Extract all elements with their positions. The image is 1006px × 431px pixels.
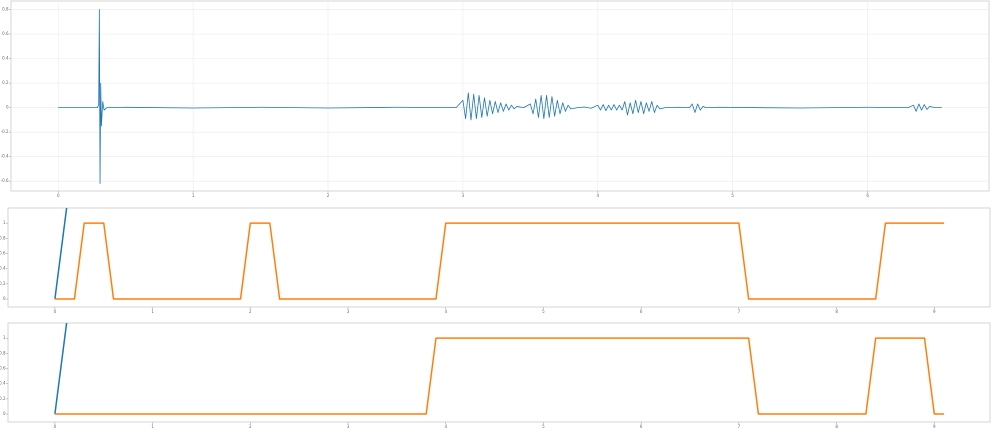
y-tick-label: -0.6 <box>1 178 9 183</box>
y-tick-label: 0.8 <box>0 350 6 355</box>
x-tick-label: 3 <box>347 309 350 314</box>
y-tick-label: -0.4 <box>1 154 9 159</box>
y-tick-label: 0.2 <box>2 80 9 85</box>
y-tick-label: -0.2 <box>1 129 9 134</box>
x-tick-label: 0 <box>57 193 60 198</box>
x-tick-label: 5 <box>542 424 545 429</box>
y-tick-label: 1 <box>3 220 6 225</box>
x-tick-label: 1 <box>192 193 195 198</box>
y-tick-label: 0.8 <box>0 235 6 240</box>
subplot: 0 1 2 3 4 5 6 -0.6 -0.4 -0.2 0 0.2 0.4 0.6 0.8 <box>1 0 990 198</box>
y-tick-label: 1 <box>3 335 6 340</box>
x-tick-label: 2 <box>249 424 252 429</box>
x-tick-label: 0 <box>54 424 57 429</box>
x-tick-label: 2 <box>327 193 330 198</box>
plot-frame <box>10 0 990 192</box>
y-tick-label: 0.4 <box>2 56 9 61</box>
x-tick-label: 4 <box>444 424 447 429</box>
x-tick-label: 2 <box>249 309 252 314</box>
x-tick-label: 5 <box>731 193 734 198</box>
y-tick-label: 0.8 <box>2 7 9 12</box>
y-tick-label: 0.2 <box>0 281 6 286</box>
x-tick-label: 1 <box>151 424 154 429</box>
y-tick-label: 0 <box>6 105 9 110</box>
x-tick-label: 7 <box>738 424 741 429</box>
series-line <box>54 323 68 415</box>
y-tick-label: 0 <box>3 411 6 416</box>
subplot: 0 1 2 3 4 5 6 7 8 9 0 0.2 0.4 0.6 0.8 1 <box>0 322 991 429</box>
y-tick-label: 0 <box>3 296 6 301</box>
x-tick-label: 4 <box>597 193 600 198</box>
x-tick-label: 3 <box>347 424 350 429</box>
x-tick-label: 9 <box>933 309 936 314</box>
x-tick-label: 4 <box>444 309 447 314</box>
y-tick-label: 0.6 <box>0 251 6 256</box>
x-tick-label: 7 <box>738 309 741 314</box>
x-tick-label: 8 <box>835 424 838 429</box>
x-tick-label: 6 <box>640 424 643 429</box>
x-tick-label: 8 <box>835 309 838 314</box>
x-tick-label: 1 <box>151 309 154 314</box>
plot-frame <box>7 322 991 423</box>
series-line <box>54 208 68 300</box>
x-tick-label: 0 <box>54 309 57 314</box>
y-tick-label: 0.6 <box>0 366 6 371</box>
y-tick-label: 0.4 <box>0 381 6 386</box>
series-line <box>54 337 945 415</box>
x-tick-label: 5 <box>542 309 545 314</box>
y-tick-label: 0.4 <box>0 266 6 271</box>
x-tick-label: 6 <box>640 309 643 314</box>
x-tick-label: 6 <box>866 193 869 198</box>
series-line <box>54 222 945 300</box>
subplot: 0 1 2 3 4 5 6 7 8 9 0 0.2 0.4 0.6 0.8 1 <box>0 207 991 314</box>
x-tick-label: 3 <box>462 193 465 198</box>
y-tick-label: 0.2 <box>0 396 6 401</box>
x-tick-label: 9 <box>933 424 936 429</box>
y-tick-label: 0.6 <box>2 31 9 36</box>
plot-frame <box>7 207 991 308</box>
series-line <box>58 9 942 185</box>
